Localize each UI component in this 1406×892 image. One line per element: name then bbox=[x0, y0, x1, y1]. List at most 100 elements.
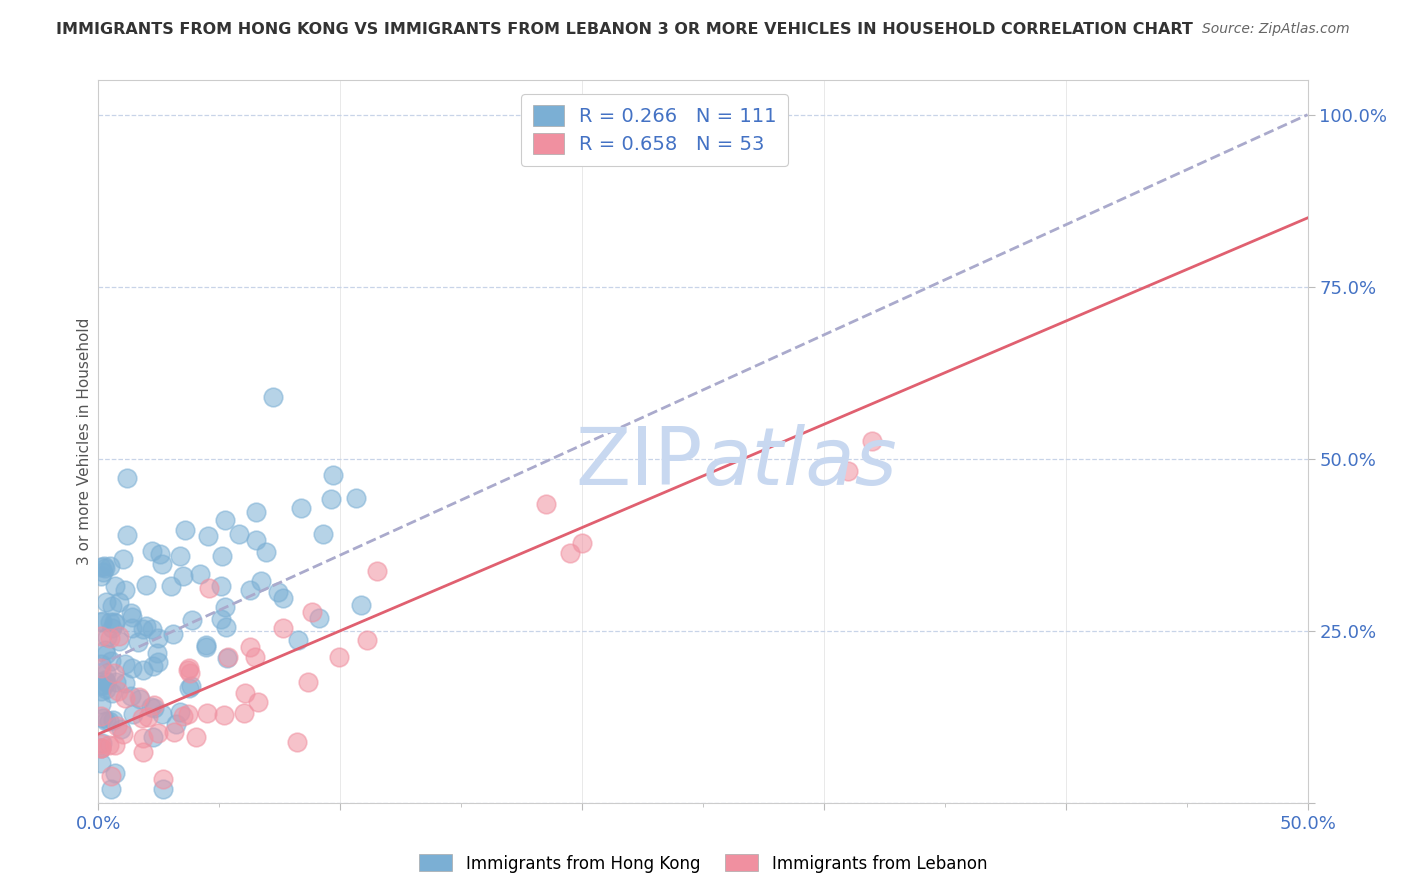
Point bbox=[129, 692, 152, 706]
Point bbox=[143, 698, 166, 713]
Point bbox=[214, 513, 236, 527]
Point bbox=[121, 660, 143, 674]
Point bbox=[534, 497, 557, 511]
Text: Source: ZipAtlas.com: Source: ZipAtlas.com bbox=[1202, 22, 1350, 37]
Point bbox=[104, 615, 127, 630]
Point bbox=[860, 434, 883, 448]
Point bbox=[131, 711, 153, 725]
Point bbox=[135, 578, 157, 592]
Point bbox=[94, 674, 117, 689]
Point bbox=[100, 782, 122, 797]
Point bbox=[90, 560, 112, 574]
Point bbox=[93, 559, 115, 574]
Point bbox=[98, 615, 121, 629]
Point bbox=[209, 612, 232, 626]
Point bbox=[90, 741, 112, 756]
Point bbox=[152, 558, 174, 572]
Point bbox=[135, 619, 157, 633]
Point bbox=[100, 599, 122, 614]
Point bbox=[571, 535, 593, 549]
Point bbox=[91, 736, 114, 750]
Point bbox=[350, 598, 373, 612]
Point bbox=[90, 737, 112, 751]
Point bbox=[90, 678, 112, 692]
Point bbox=[211, 549, 233, 563]
Point bbox=[149, 547, 172, 561]
Point bbox=[90, 708, 112, 723]
Point bbox=[96, 648, 118, 662]
Point bbox=[103, 579, 125, 593]
Point bbox=[90, 741, 112, 756]
Point bbox=[174, 523, 197, 537]
Point bbox=[328, 649, 350, 664]
Point bbox=[93, 643, 115, 657]
Point bbox=[94, 682, 117, 697]
Point bbox=[177, 661, 200, 675]
Point bbox=[146, 646, 169, 660]
Point bbox=[271, 591, 294, 605]
Point bbox=[180, 679, 202, 693]
Point bbox=[121, 707, 143, 722]
Point bbox=[217, 649, 239, 664]
Point bbox=[245, 533, 267, 547]
Point bbox=[115, 527, 138, 541]
Point bbox=[215, 651, 238, 665]
Point bbox=[114, 582, 136, 597]
Point bbox=[177, 681, 200, 695]
Point bbox=[181, 613, 204, 627]
Point bbox=[162, 626, 184, 640]
Point bbox=[254, 545, 277, 559]
Point bbox=[146, 726, 169, 740]
Point bbox=[308, 611, 330, 625]
Point bbox=[136, 710, 159, 724]
Point bbox=[91, 565, 114, 579]
Point bbox=[319, 491, 342, 506]
Point bbox=[100, 558, 122, 573]
Point bbox=[287, 633, 309, 648]
Point bbox=[132, 731, 155, 746]
Point bbox=[141, 622, 163, 636]
Point bbox=[571, 108, 593, 122]
Point bbox=[96, 714, 118, 729]
Point bbox=[169, 705, 191, 719]
Point bbox=[176, 663, 198, 677]
Point bbox=[121, 622, 143, 636]
Point bbox=[141, 700, 163, 714]
Point bbox=[165, 717, 187, 731]
Point bbox=[558, 546, 581, 560]
Point bbox=[90, 615, 112, 629]
Point bbox=[177, 706, 200, 721]
Point bbox=[105, 719, 128, 733]
Point bbox=[100, 769, 122, 783]
Point bbox=[121, 610, 143, 624]
Point bbox=[243, 649, 266, 664]
Point bbox=[103, 615, 125, 629]
Point bbox=[100, 654, 122, 668]
Point bbox=[90, 657, 112, 671]
Text: ZIP: ZIP bbox=[575, 425, 703, 502]
Point bbox=[127, 635, 149, 649]
Point bbox=[93, 678, 115, 692]
Point bbox=[143, 701, 166, 715]
Text: atlas: atlas bbox=[703, 425, 898, 502]
Point bbox=[142, 730, 165, 744]
Point bbox=[233, 706, 256, 720]
Point bbox=[108, 595, 131, 609]
Point bbox=[172, 568, 194, 582]
Point bbox=[312, 526, 335, 541]
Point bbox=[132, 623, 155, 637]
Point bbox=[366, 564, 388, 578]
Point bbox=[247, 695, 270, 709]
Point bbox=[132, 745, 155, 759]
Point bbox=[344, 491, 367, 505]
Point bbox=[152, 772, 174, 786]
Point bbox=[105, 674, 128, 689]
Point bbox=[250, 574, 273, 588]
Point bbox=[322, 468, 344, 483]
Point bbox=[212, 708, 235, 723]
Point bbox=[214, 620, 236, 634]
Point bbox=[214, 599, 236, 614]
Point bbox=[179, 665, 201, 680]
Point bbox=[128, 690, 150, 705]
Point bbox=[100, 621, 122, 635]
